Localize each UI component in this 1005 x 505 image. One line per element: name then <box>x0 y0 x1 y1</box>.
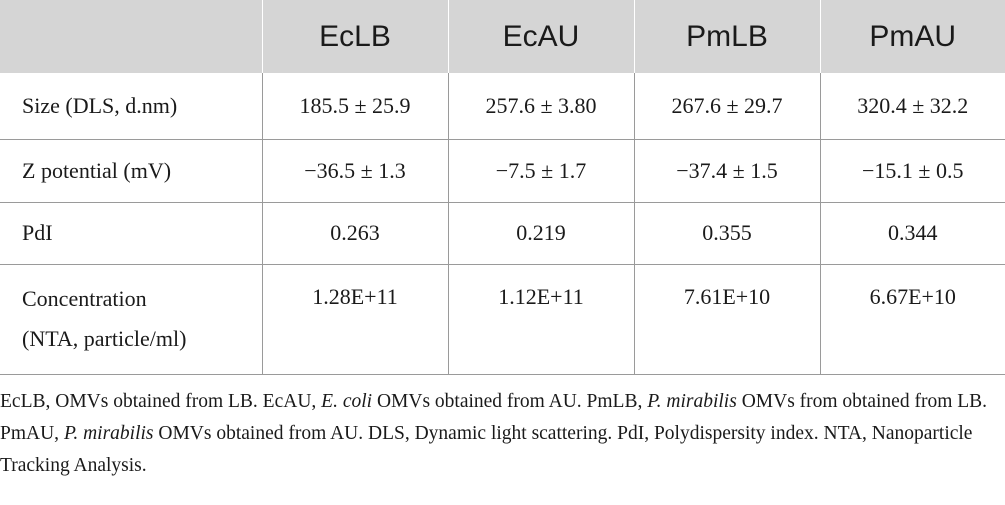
footnote-text-3: OMVs from obtained from LB. PmAU, <box>0 391 988 444</box>
row-label-concentration: Concentration (NTA, particle/ml) <box>0 264 262 375</box>
cell-pdi-pmau: 0.344 <box>819 202 1005 265</box>
cell-size-pmlb: 267.6 ± 29.7 <box>633 73 820 140</box>
cell-conc-pmlb: 7.61E+10 <box>633 264 820 375</box>
footnote-text-1: EcLB, OMVs obtained from LB. EcAU, <box>0 391 322 412</box>
header-pmau: PmAU <box>819 0 1005 73</box>
table-row-concentration: Concentration (NTA, particle/ml) 1.28E+11… <box>0 264 1005 375</box>
footnote-italic-pmirabilis-2: P. mirabilis <box>63 423 154 444</box>
omv-characterization-table: EcLB EcAU PmLB PmAU Size (DLS, d.nm) 185… <box>0 0 1005 375</box>
table-header-row: EcLB EcAU PmLB PmAU <box>0 0 1005 73</box>
header-pmlb: PmLB <box>633 0 820 73</box>
footnote-text-4: OMVs obtained from AU. DLS, Dynamic ligh… <box>0 423 973 476</box>
cell-size-pmau: 320.4 ± 32.2 <box>819 73 1005 140</box>
header-eclb: EcLB <box>261 0 448 73</box>
header-corner-cell <box>0 0 262 73</box>
footnote-text-2: OMVs obtained from AU. PmLB, <box>372 391 648 412</box>
table-footnote: EcLB, OMVs obtained from LB. EcAU, E. co… <box>0 386 1000 482</box>
cell-pdi-pmlb: 0.355 <box>633 202 820 265</box>
cell-size-eclb: 185.5 ± 25.9 <box>261 73 448 140</box>
cell-zpot-pmau: −15.1 ± 0.5 <box>819 139 1005 203</box>
footnote-italic-pmirabilis-1: P. mirabilis <box>647 391 737 412</box>
row-label-pdi: PdI <box>0 202 262 265</box>
cell-zpot-eclb: −36.5 ± 1.3 <box>261 139 448 203</box>
cell-conc-eclb: 1.28E+11 <box>261 264 448 375</box>
table-row-pdi: PdI 0.263 0.219 0.355 0.344 <box>0 202 1005 265</box>
cell-conc-pmau: 6.67E+10 <box>819 264 1005 375</box>
cell-pdi-eclb: 0.263 <box>261 202 448 265</box>
row-label-size: Size (DLS, d.nm) <box>0 73 262 140</box>
cell-size-ecau: 257.6 ± 3.80 <box>447 73 634 140</box>
footnote-italic-ecoli: E. coli <box>321 391 373 412</box>
table-row-z-potential: Z potential (mV) −36.5 ± 1.3 −7.5 ± 1.7 … <box>0 139 1005 203</box>
row-label-z-potential: Z potential (mV) <box>0 139 262 203</box>
header-ecau: EcAU <box>447 0 634 73</box>
cell-pdi-ecau: 0.219 <box>447 202 634 265</box>
row-label-concentration-line1: Concentration <box>22 285 147 311</box>
row-label-concentration-line2: (NTA, particle/ml) <box>22 325 187 351</box>
cell-conc-ecau: 1.12E+11 <box>447 264 634 375</box>
cell-zpot-ecau: −7.5 ± 1.7 <box>447 139 634 203</box>
table-row-size: Size (DLS, d.nm) 185.5 ± 25.9 257.6 ± 3.… <box>0 73 1005 140</box>
cell-zpot-pmlb: −37.4 ± 1.5 <box>633 139 820 203</box>
